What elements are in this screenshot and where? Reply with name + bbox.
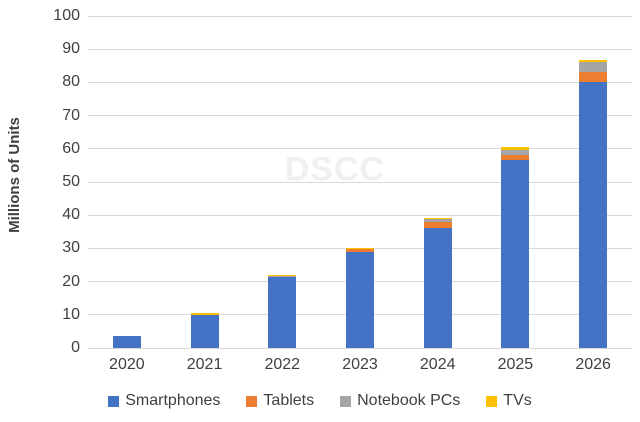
gridline-50 xyxy=(88,181,632,183)
legend-item-tablets: Tablets xyxy=(246,392,314,410)
x-tick-label-2024: 2024 xyxy=(419,356,456,373)
y-tick-label-20: 20 xyxy=(62,272,80,290)
x-tick-label-2023: 2023 xyxy=(342,356,378,373)
gridline-0 xyxy=(88,347,632,349)
x-tick-label-2025: 2025 xyxy=(497,356,534,373)
bar-segment-2025-notebook-pcs xyxy=(501,149,530,155)
bar-segment-2024-tvs xyxy=(423,217,452,219)
legend-label: TVs xyxy=(503,392,532,409)
y-tick-label-60: 60 xyxy=(62,139,80,157)
bar-2023 xyxy=(346,248,374,348)
bar-segment-2021-tvs xyxy=(190,313,219,315)
bar-segment-2022-tablets xyxy=(268,276,297,278)
bar-segment-2021-smartphones xyxy=(190,315,219,348)
bar-segment-2026-tablets xyxy=(579,72,608,83)
bar-segment-2025-tvs xyxy=(501,146,530,150)
bar-segment-2023-tablets xyxy=(346,249,374,252)
legend-item-tvs: TVs xyxy=(486,392,532,410)
y-tick-label-40: 40 xyxy=(62,206,80,224)
y-tick-label-100: 100 xyxy=(53,7,80,24)
gridline-80 xyxy=(88,81,632,83)
y-axis-title: Millions of Units xyxy=(6,117,23,233)
legend-item-notebook-pcs: Notebook PCs xyxy=(340,392,460,410)
x-tick-label-2021: 2021 xyxy=(186,356,223,373)
gridline-40 xyxy=(88,214,632,216)
x-tick-label-2020: 2020 xyxy=(109,356,145,373)
y-tick-label-70: 70 xyxy=(62,106,80,124)
gridline-100 xyxy=(88,15,632,17)
y-tick-label-30: 30 xyxy=(62,239,80,257)
legend: Smartphones Tablets Notebook PCs TVs xyxy=(0,392,640,410)
legend-label: Tablets xyxy=(263,392,315,409)
bar-segment-2026-smartphones xyxy=(579,82,608,348)
legend-swatch-icon xyxy=(108,395,120,407)
legend-label: Smartphones xyxy=(125,392,221,409)
y-tick-label-10: 10 xyxy=(62,305,80,323)
bar-segment-2026-notebook-pcs xyxy=(579,62,608,73)
bar-segment-2026-tvs xyxy=(579,60,608,63)
x-tick-label-2022: 2022 xyxy=(264,356,301,373)
bar-segment-2022-tvs xyxy=(268,274,297,277)
bar-2020 xyxy=(112,336,141,348)
bar-segment-2025-smartphones xyxy=(501,160,530,348)
bar-segment-2020-smartphones xyxy=(112,336,141,348)
gridline-90 xyxy=(88,48,632,50)
legend-item-smartphones: Smartphones xyxy=(108,392,220,410)
legend-swatch-icon xyxy=(246,395,258,407)
bar-2024 xyxy=(423,217,452,348)
bar-2026 xyxy=(579,60,608,348)
bar-segment-2023-tvs xyxy=(346,248,374,250)
bar-segment-2025-tablets xyxy=(501,154,530,161)
bar-2021 xyxy=(190,313,219,348)
x-tick-label-2026: 2026 xyxy=(575,356,611,373)
legend-label: Notebook PCs xyxy=(357,392,461,409)
bar-segment-2024-smartphones xyxy=(423,228,452,348)
bar-segment-2022-smartphones xyxy=(268,277,297,348)
y-tick-label-50: 50 xyxy=(62,173,80,190)
watermark: DSCC xyxy=(284,150,386,189)
gridline-60 xyxy=(88,148,632,150)
bar-2025 xyxy=(501,146,530,348)
y-tick-label-80: 80 xyxy=(62,73,80,91)
y-tick-label-0: 0 xyxy=(71,339,80,356)
bar-segment-2023-smartphones xyxy=(346,251,374,348)
plot-area: DSCC xyxy=(88,15,632,349)
bar-segment-2024-notebook-pcs xyxy=(423,218,452,222)
legend-swatch-icon xyxy=(340,395,352,407)
y-tick-label-90: 90 xyxy=(62,40,80,58)
gridline-70 xyxy=(88,115,632,117)
bar-segment-2024-tablets xyxy=(423,221,452,229)
bar-2022 xyxy=(268,274,297,348)
legend-swatch-icon xyxy=(486,395,498,407)
